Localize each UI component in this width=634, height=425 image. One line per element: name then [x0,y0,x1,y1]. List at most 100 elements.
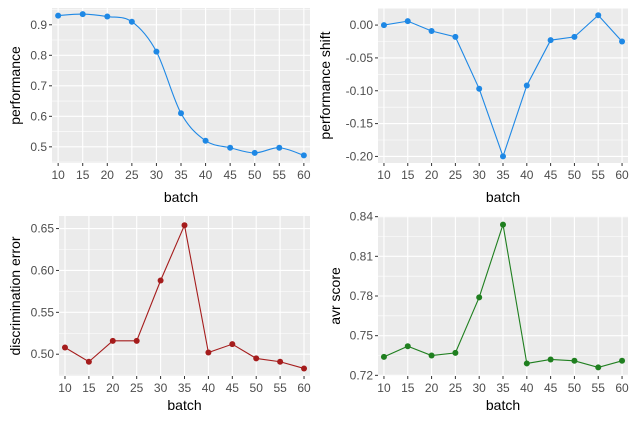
data-point [523,82,530,89]
data-point [251,149,258,156]
x-tick-label: 25 [130,381,144,395]
x-tick-label: 20 [106,381,120,395]
y-tick-label: 0.7 [30,79,47,93]
x-tick-label: 10 [58,381,72,395]
chart-panel-4: 0.72 0.75 0.78 0.81 0.84 10 15 20 25 30 35 40 45 50 55… [327,210,629,413]
x-tick-label: 10 [377,381,391,395]
x-tick-label: 20 [101,168,115,182]
y-tick-label: 0.55 [31,305,55,319]
data-point [404,343,411,350]
data-point [619,38,626,45]
x-tick-label: 30 [154,381,168,395]
y-axis-title: avr score [327,267,343,325]
y-tick-label: -0.05 [346,51,374,65]
chart-panel-1: 0.5 0.6 0.7 0.8 0.9 10 15 20 25 30 35 40 45 50 55 60 bat… [7,8,311,205]
x-axis-title: batch [486,397,520,413]
y-tick-label: 0.60 [31,263,55,277]
data-point [476,294,483,301]
data-point [205,349,212,356]
x-tick-label: 60 [297,168,311,182]
x-axis-title: batch [164,189,198,205]
x-tick-label: 20 [425,168,439,182]
x-tick-label: 30 [473,168,487,182]
x-tick-label: 55 [592,381,606,395]
data-point [428,352,435,359]
x-tick-label: 20 [425,381,439,395]
data-point [61,344,68,351]
y-axis-title: performance shift [317,31,333,139]
data-point [571,357,578,364]
data-point [547,37,554,44]
data-point [109,337,116,344]
x-tick-label: 45 [223,168,237,182]
x-tick-label: 60 [615,381,629,395]
x-tick-label: 15 [401,381,415,395]
x-tick-label: 50 [248,168,262,182]
y-tick-label: 0.84 [350,210,374,224]
x-axis-title: batch [486,189,520,205]
y-tick-label: 0.75 [350,329,374,343]
data-point [300,152,307,159]
data-point [104,13,111,20]
data-point [380,22,387,29]
data-point [202,137,209,144]
data-point [404,18,411,25]
data-point [178,110,184,117]
y-axis-title: discrimination error [7,236,23,355]
x-tick-label: 35 [178,381,192,395]
x-tick-label: 40 [202,381,216,395]
x-tick-label: 50 [568,381,582,395]
y-tick-label: 0.81 [350,249,374,263]
data-point [380,353,387,360]
data-point [595,12,602,19]
x-tick-label: 50 [568,168,582,182]
y-axis-title: performance [7,46,23,125]
data-point [277,358,284,365]
x-tick-label: 35 [174,168,188,182]
y-tick-label: -0.15 [346,117,374,131]
x-tick-label: 25 [449,381,463,395]
y-tick-label: -0.20 [346,149,374,163]
data-point [229,341,236,348]
data-point [523,360,530,367]
x-axis-title: batch [167,397,201,413]
y-tick-label: 0.6 [30,109,47,123]
x-tick-label: 45 [544,381,558,395]
x-tick-label: 10 [51,168,65,182]
data-point [55,12,62,19]
x-tick-label: 50 [250,381,264,395]
data-point [128,18,135,25]
x-tick-label: 60 [297,381,311,395]
x-tick-label: 45 [226,381,240,395]
data-point [227,144,234,151]
data-point [79,11,86,18]
data-point [181,222,188,229]
y-tick-label: 0.5 [30,140,47,154]
data-point [500,153,506,160]
data-point [547,356,554,363]
data-point [619,357,626,364]
x-tick-label: 25 [449,168,463,182]
x-tick-label: 15 [82,381,96,395]
x-tick-label: 55 [273,381,287,395]
x-tick-label: 35 [496,168,510,182]
data-point [301,365,308,372]
x-tick-label: 55 [273,168,287,182]
x-tick-label: 40 [199,168,213,182]
data-point [571,33,578,40]
x-tick-label: 35 [496,381,510,395]
y-tick-label: 0.78 [350,289,374,303]
x-tick-label: 30 [150,168,164,182]
data-point [428,27,435,34]
data-point [595,364,602,371]
x-tick-label: 40 [520,168,534,182]
x-tick-label: 30 [473,381,487,395]
y-tick-label: 0.9 [30,18,47,32]
x-tick-label: 40 [520,381,534,395]
y-tick-label: 0.8 [30,48,47,62]
y-tick-label: -0.10 [346,84,374,98]
data-point [276,144,283,151]
y-tick-label: 0.50 [31,347,55,361]
